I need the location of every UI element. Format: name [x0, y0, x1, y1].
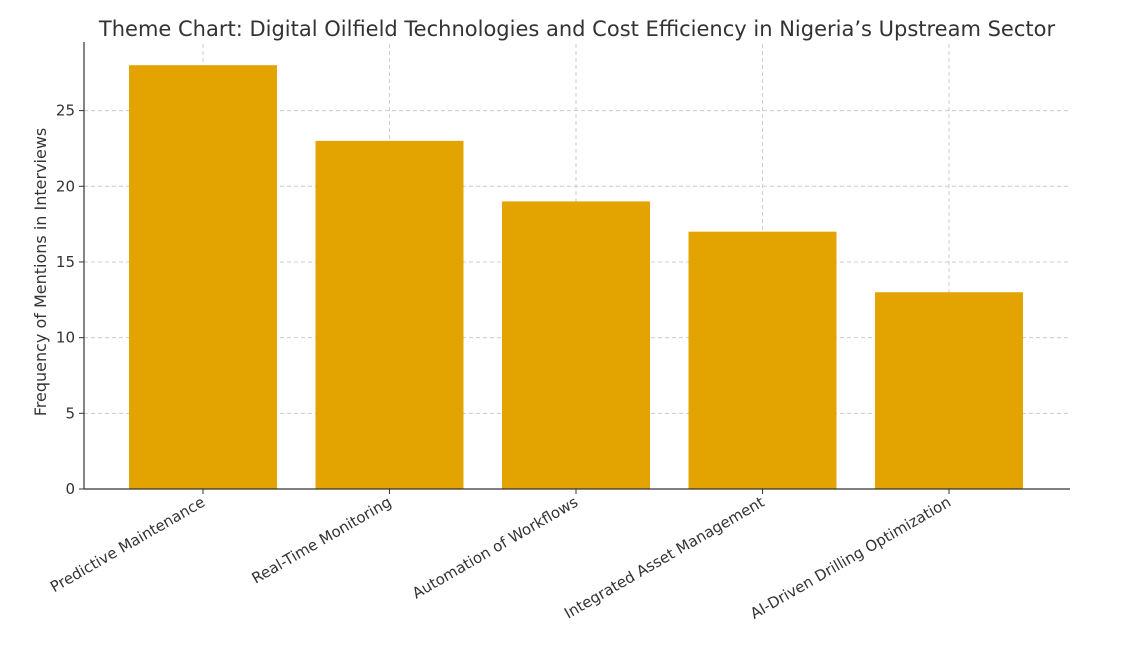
y-tick-label: 25: [56, 102, 75, 120]
y-tick-label: 10: [56, 329, 75, 347]
y-axis-label: Frequency of Mentions in Interviews: [31, 128, 50, 417]
y-tick-labels: 0 5 10 15 20 25: [56, 102, 84, 498]
bar-3: [502, 201, 650, 489]
y-tick-label: 5: [65, 404, 75, 422]
x-tick-label: Automation of Workflows: [409, 493, 581, 603]
y-tick-label: 0: [65, 480, 75, 498]
bar-4: [688, 231, 837, 489]
x-tick-label: Integrated Asset Management: [561, 493, 767, 623]
x-tick-labels: Predictive Maintenance Real-Time Monitori…: [47, 489, 954, 623]
x-tick-label: AI-Driven Drilling Optimization: [747, 493, 954, 623]
x-tick-label: Real-Time Monitoring: [249, 493, 395, 588]
bars: [129, 65, 1023, 490]
axes: [83, 42, 1070, 490]
bar-2: [315, 140, 464, 490]
x-tick-label: Predictive Maintenance: [47, 493, 208, 596]
bar-5: [875, 292, 1023, 489]
chart-title: Theme Chart: Digital Oilfield Technologi…: [98, 17, 1056, 41]
bar-1: [129, 65, 277, 489]
y-tick-label: 15: [56, 253, 75, 271]
y-tick-label: 20: [56, 177, 75, 195]
